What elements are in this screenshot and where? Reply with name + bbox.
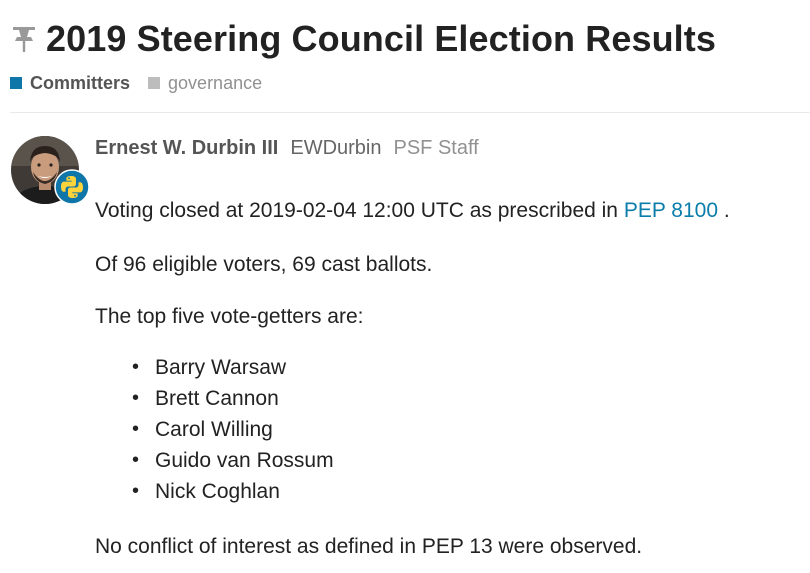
list-item: • Nick Coghlan — [95, 476, 334, 507]
winner-name: Barry Warsaw — [155, 356, 287, 379]
winner-name: Carol Willing — [155, 418, 273, 441]
header-divider — [10, 112, 810, 113]
bullet-icon: • — [131, 387, 139, 409]
list-item: • Carol Willing — [95, 414, 334, 445]
bullet-icon: • — [131, 356, 139, 378]
author-title: PSF Staff — [393, 136, 479, 159]
winner-name: Brett Cannon — [155, 387, 279, 410]
category-committers[interactable]: Committers — [10, 73, 130, 94]
winner-name: Guido van Rossum — [155, 449, 334, 472]
list-item: • Barry Warsaw — [95, 352, 334, 383]
list-item: • Guido van Rossum — [95, 445, 334, 476]
category-governance[interactable]: governance — [148, 73, 262, 94]
author-username[interactable]: EWDurbin — [290, 136, 382, 159]
winners-list: • Barry Warsaw • Brett Cannon • Carol Willi… — [95, 352, 334, 507]
post-paragraph: The top five vote-getters are: — [95, 305, 364, 328]
post-meta: Ernest W. Durbin III EWDurbin PSF Staff — [95, 134, 479, 162]
paragraph-text: . — [723, 199, 730, 222]
category-label: governance — [168, 72, 263, 93]
bullet-icon: • — [131, 480, 139, 502]
category-label: Committers — [30, 72, 131, 93]
paragraph-text: Voting closed at 2019-02-04 12:00 UTC as… — [95, 199, 618, 222]
list-item: • Brett Cannon — [95, 383, 334, 414]
bullet-icon: • — [131, 418, 139, 440]
category-color-swatch — [10, 77, 22, 89]
category-color-swatch — [148, 77, 161, 89]
post-paragraph: Of 96 eligible voters, 69 cast ballots. — [95, 253, 433, 276]
post-paragraph: Voting closed at 2019-02-04 12:00 UTC as… — [95, 195, 730, 226]
bullet-icon: • — [131, 449, 139, 471]
user-avatar[interactable] — [11, 136, 91, 208]
winner-name: Nick Coghlan — [155, 480, 280, 503]
topic-title[interactable]: 2019 Steering Council Election Results — [46, 18, 716, 59]
python-logo-icon — [54, 169, 90, 205]
pep-8100-link[interactable]: PEP 8100 — [623, 199, 719, 222]
topic-header: 2019 Steering Council Election Results — [12, 17, 716, 61]
author-full-name[interactable]: Ernest W. Durbin III — [95, 136, 279, 159]
category-list: Committers governance — [10, 71, 280, 95]
pin-icon[interactable] — [12, 25, 36, 53]
post-paragraph: No conflict of interest as defined in PE… — [95, 535, 643, 558]
